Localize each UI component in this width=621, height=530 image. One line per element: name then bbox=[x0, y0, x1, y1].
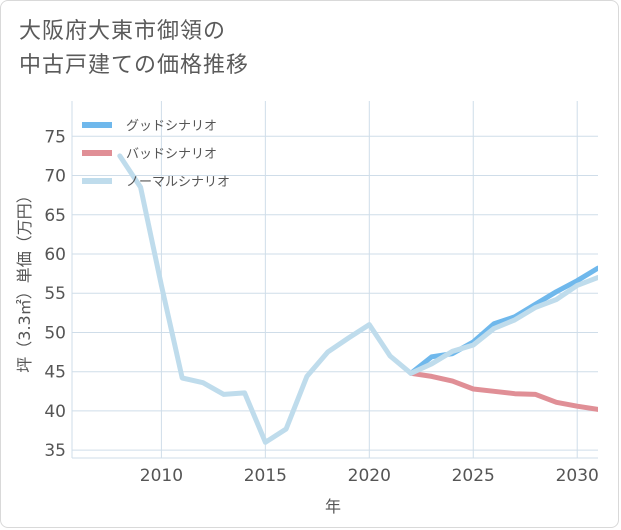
chart-title: 大阪府大東市御領の 中古戸建ての価格推移 bbox=[19, 19, 250, 78]
y-tick-label: 60 bbox=[44, 245, 66, 265]
tick-labels: 35 40 45 50 55 60 65 70 75 2010 2015 2020 2025 2030 bbox=[44, 127, 598, 486]
legend-label-good: グッドシナリオ bbox=[126, 119, 217, 134]
y-tick-label: 65 bbox=[44, 206, 66, 226]
x-tick-label: 2030 bbox=[556, 466, 599, 486]
y-tick-label: 50 bbox=[44, 323, 66, 343]
x-axis-label: 年 bbox=[325, 497, 341, 516]
y-tick-label: 55 bbox=[44, 284, 66, 304]
legend-label-bad: バッドシナリオ bbox=[126, 147, 217, 162]
series-group bbox=[117, 153, 598, 445]
y-tick-label: 35 bbox=[44, 441, 66, 461]
x-tick-label: 2010 bbox=[140, 466, 183, 486]
legend-item-normal[interactable]: ノーマルシナリオ bbox=[82, 175, 230, 190]
y-tick-label: 45 bbox=[44, 363, 66, 383]
series-line-normal bbox=[117, 153, 598, 445]
series-line-bad bbox=[408, 370, 598, 412]
y-tick-label: 75 bbox=[44, 127, 66, 147]
y-axis-label: 坪（3.3㎡）単価（万円） bbox=[15, 187, 34, 372]
x-tick-label: 2020 bbox=[348, 466, 391, 486]
legend-label-normal: ノーマルシナリオ bbox=[126, 175, 230, 190]
y-tick-label: 40 bbox=[44, 402, 66, 422]
x-tick-label: 2025 bbox=[452, 466, 495, 486]
legend-item-good[interactable]: グッドシナリオ bbox=[82, 119, 217, 134]
y-tick-label: 70 bbox=[44, 167, 66, 187]
legend-item-bad[interactable]: バッドシナリオ bbox=[82, 147, 217, 162]
x-tick-label: 2015 bbox=[244, 466, 287, 486]
